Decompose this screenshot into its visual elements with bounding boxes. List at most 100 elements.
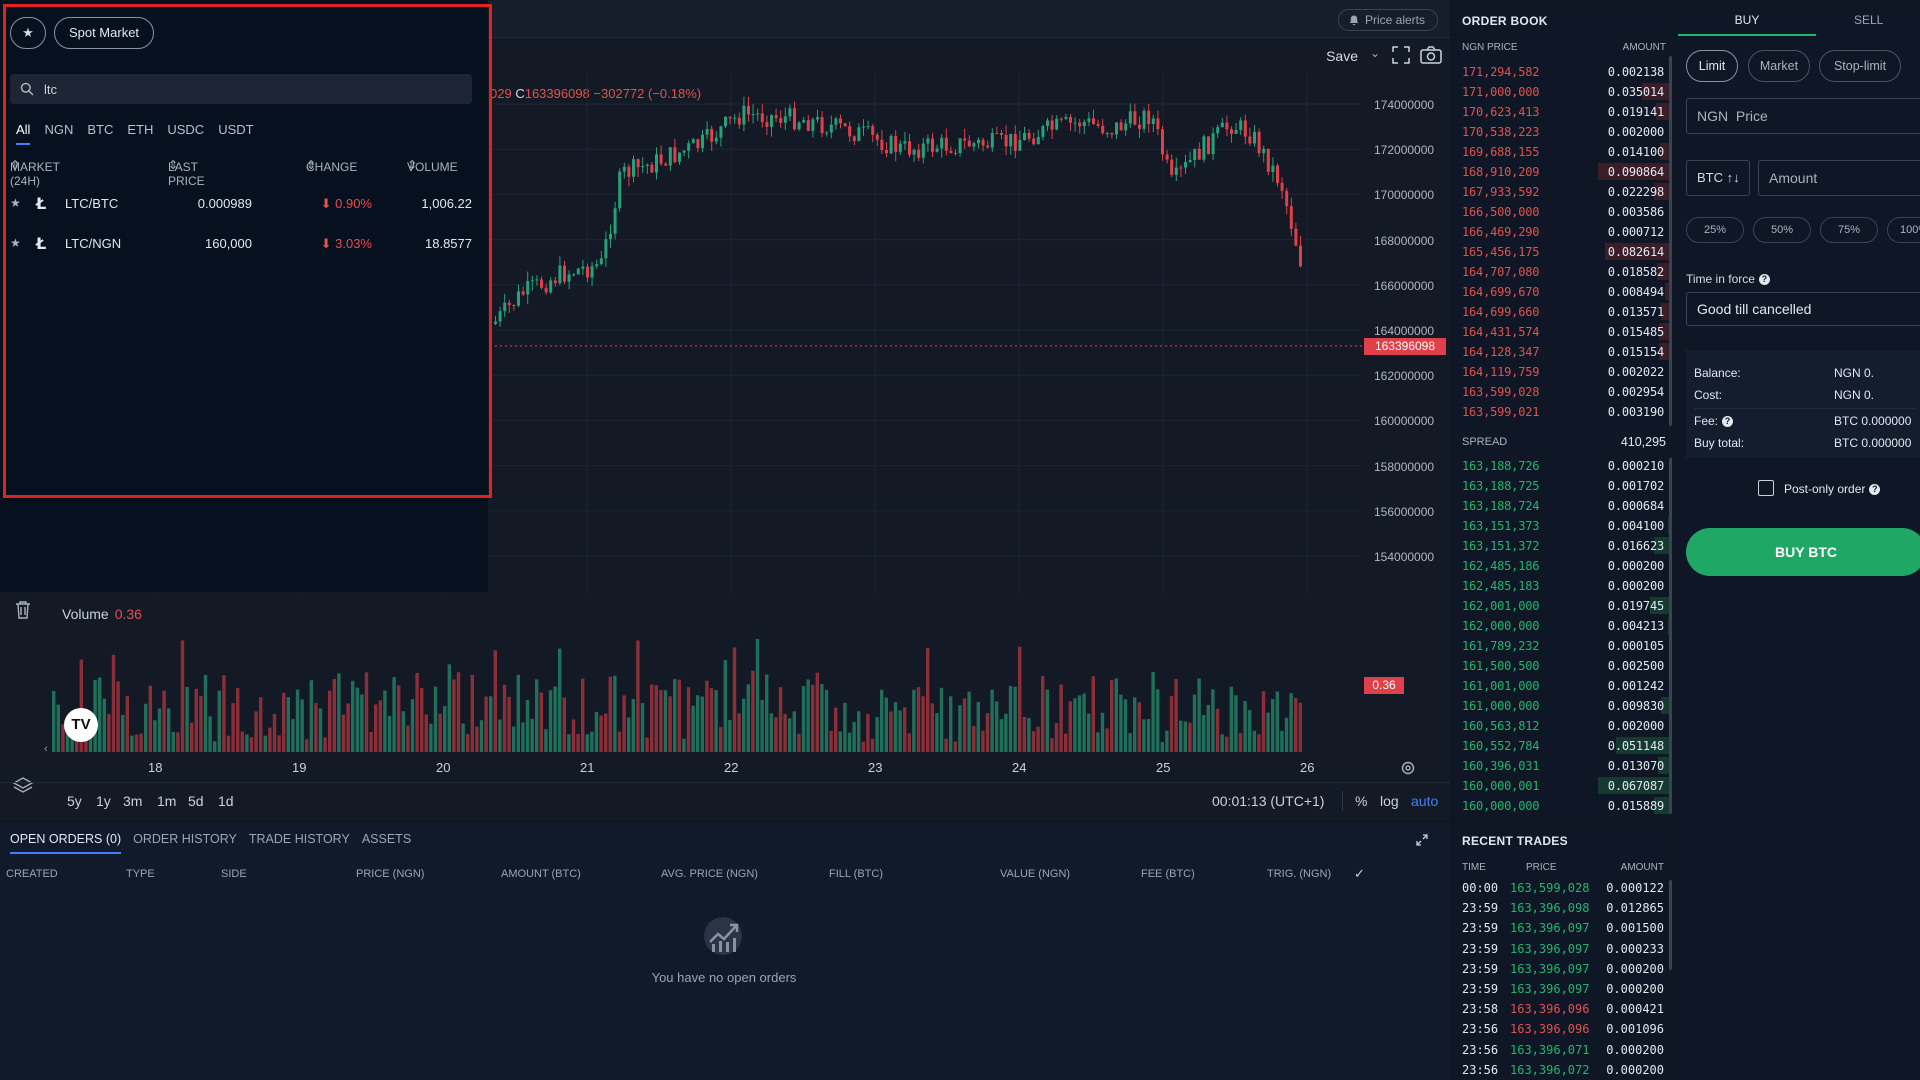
ask-row[interactable]: 164,431,574 0.015485 bbox=[1454, 322, 1672, 342]
tab-buy[interactable]: BUY bbox=[1678, 4, 1816, 36]
ask-row[interactable]: 164,699,660 0.013571 bbox=[1454, 302, 1672, 322]
tab-trade-history[interactable]: TRADE HISTORY bbox=[248, 832, 350, 846]
bid-row[interactable]: 162,001,000 0.019745 bbox=[1454, 596, 1672, 616]
bid-row[interactable]: 163,188,724 0.000684 bbox=[1454, 496, 1672, 516]
bid-row[interactable]: 161,789,232 0.000105 bbox=[1454, 636, 1672, 656]
bid-row[interactable]: 162,000,000 0.004213 bbox=[1454, 616, 1672, 636]
ask-row[interactable]: 163,599,028 0.002954 bbox=[1454, 382, 1672, 402]
col-volume[interactable]: VOLUME ⇕ bbox=[407, 158, 458, 174]
chevron-down-icon[interactable]: ⌄ bbox=[1369, 46, 1380, 60]
tab-usdt[interactable]: USDT bbox=[218, 122, 254, 137]
tab-btc[interactable]: BTC bbox=[87, 122, 114, 137]
bid-row[interactable]: 160,396,031 0.013070 bbox=[1454, 756, 1672, 776]
camera-icon[interactable] bbox=[1420, 46, 1442, 64]
bid-row[interactable]: 161,500,500 0.002500 bbox=[1454, 656, 1672, 676]
ask-row[interactable]: 164,119,759 0.002022 bbox=[1454, 362, 1672, 382]
order-type-limit[interactable]: Limit bbox=[1686, 50, 1738, 82]
percent-scale-button[interactable]: % bbox=[1355, 793, 1368, 809]
range-button-1d[interactable]: 1d bbox=[218, 793, 234, 809]
range-button-3m[interactable]: 3m bbox=[123, 793, 143, 809]
ask-row[interactable]: 164,128,347 0.015154 bbox=[1454, 342, 1672, 362]
percent-100-button[interactable]: 100% bbox=[1887, 217, 1920, 243]
post-only-checkbox[interactable] bbox=[1758, 480, 1774, 496]
bid-row[interactable]: 163,188,725 0.001702 bbox=[1454, 476, 1672, 496]
star-icon[interactable]: ★ bbox=[10, 236, 21, 250]
auto-scale-button[interactable]: auto bbox=[1411, 793, 1439, 809]
help-icon[interactable]: ? bbox=[1722, 416, 1734, 427]
help-icon[interactable]: ? bbox=[1869, 484, 1881, 495]
percent-25-button[interactable]: 25% bbox=[1686, 217, 1744, 243]
spot-market-button[interactable]: Spot Market bbox=[54, 17, 154, 49]
tab-open-orders[interactable]: OPEN ORDERS (0) bbox=[10, 832, 122, 854]
ask-row[interactable]: 163,599,021 0.003190 bbox=[1454, 402, 1672, 422]
checkmark-icon[interactable]: ✓ bbox=[1354, 866, 1365, 881]
ask-row[interactable]: 167,933,592 0.022298 bbox=[1454, 182, 1672, 202]
tab-all[interactable]: All bbox=[16, 122, 31, 145]
order-type-stop-limit[interactable]: Stop-limit bbox=[1819, 50, 1901, 82]
bid-row[interactable]: 160,552,784 0.051148 bbox=[1454, 736, 1672, 756]
col-change[interactable]: CHANGE ⇕ bbox=[306, 158, 358, 174]
ask-row[interactable]: 169,688,155 0.014100 bbox=[1454, 142, 1672, 162]
chevron-left-icon[interactable]: ‹ bbox=[44, 743, 48, 755]
fullscreen-icon[interactable] bbox=[1392, 46, 1410, 64]
bid-row[interactable]: 163,151,373 0.004100 bbox=[1454, 516, 1672, 536]
layers-icon[interactable] bbox=[12, 775, 34, 797]
ask-row[interactable]: 168,910,209 0.090864 bbox=[1454, 162, 1672, 182]
bid-row[interactable]: 162,485,183 0.000200 bbox=[1454, 576, 1672, 596]
range-button-5d[interactable]: 5d bbox=[188, 793, 204, 809]
gear-icon[interactable] bbox=[1400, 760, 1416, 776]
save-button[interactable]: Save bbox=[1326, 48, 1358, 64]
ask-row[interactable]: 166,500,000 0.003586 bbox=[1454, 202, 1672, 222]
bid-row[interactable]: 161,000,000 0.009830 bbox=[1454, 696, 1672, 716]
price-input[interactable] bbox=[1687, 99, 1920, 133]
log-scale-button[interactable]: log bbox=[1380, 793, 1399, 809]
help-icon[interactable]: ? bbox=[1758, 274, 1770, 285]
ask-row[interactable]: 170,538,223 0.002000 bbox=[1454, 122, 1672, 142]
bid-row[interactable]: 162,485,186 0.000200 bbox=[1454, 556, 1672, 576]
range-button-1y[interactable]: 1y bbox=[96, 793, 111, 809]
amount-currency-select[interactable]: BTC ↑↓ bbox=[1686, 160, 1750, 196]
order-type-market[interactable]: Market bbox=[1748, 50, 1810, 82]
bid-row[interactable]: 163,151,372 0.016623 bbox=[1454, 536, 1672, 556]
bid-row[interactable]: 160,000,001 0.067087 bbox=[1454, 776, 1672, 796]
ask-row[interactable]: 164,707,080 0.018582 bbox=[1454, 262, 1672, 282]
tab-order-history[interactable]: ORDER HISTORY bbox=[133, 832, 237, 846]
bid-row[interactable]: 160,563,812 0.002000 bbox=[1454, 716, 1672, 736]
range-button-1m[interactable]: 1m bbox=[157, 793, 177, 809]
candlestick-series[interactable] bbox=[0, 74, 1450, 594]
price-alerts-button[interactable]: Price alerts bbox=[1337, 9, 1438, 31]
range-button-5y[interactable]: 5y bbox=[67, 793, 82, 809]
time-in-force-select[interactable]: Good till cancelled bbox=[1686, 292, 1920, 326]
tradingview-logo[interactable]: TV bbox=[64, 708, 98, 742]
asks-scrollbar[interactable] bbox=[1669, 56, 1672, 426]
percent-75-button[interactable]: 75% bbox=[1820, 217, 1878, 243]
ask-row[interactable]: 164,699,670 0.008494 bbox=[1454, 282, 1672, 302]
ask-row[interactable]: 171,294,582 0.002138 bbox=[1454, 62, 1672, 82]
ask-row[interactable]: 171,000,000 0.035014 bbox=[1454, 82, 1672, 102]
ask-row[interactable]: 170,623,413 0.019141 bbox=[1454, 102, 1672, 122]
star-icon[interactable]: ★ bbox=[10, 196, 21, 210]
bid-row[interactable]: 161,001,000 0.001242 bbox=[1454, 676, 1672, 696]
bids-scrollbar[interactable] bbox=[1669, 458, 1672, 814]
favorites-button[interactable]: ★ bbox=[10, 17, 46, 49]
bid-row[interactable]: 160,000,000 0.015889 bbox=[1454, 796, 1672, 816]
tab-sell[interactable]: SELL bbox=[1854, 13, 1884, 27]
market-row[interactable]: ★ Ł LTC/NGN 160,000 ⬇ 3.03% 18.8577 bbox=[0, 224, 482, 264]
bid-row[interactable]: 163,188,726 0.000210 bbox=[1454, 456, 1672, 476]
trash-icon[interactable] bbox=[14, 600, 32, 620]
tab-eth[interactable]: ETH bbox=[127, 122, 154, 137]
col-last-price[interactable]: LAST PRICE ⇕ bbox=[168, 158, 205, 188]
amount-input[interactable] bbox=[1759, 161, 1920, 195]
buy-btc-button[interactable]: BUY BTC bbox=[1686, 528, 1920, 576]
trades-scrollbar[interactable] bbox=[1669, 880, 1672, 970]
search-input[interactable] bbox=[44, 74, 464, 104]
tab-usdc[interactable]: USDC bbox=[167, 122, 205, 137]
ask-row[interactable]: 165,456,175 0.082614 bbox=[1454, 242, 1672, 262]
tab-assets[interactable]: ASSETS bbox=[361, 832, 412, 846]
tab-ngn[interactable]: NGN bbox=[44, 122, 74, 137]
ask-row[interactable]: 166,469,290 0.000712 bbox=[1454, 222, 1672, 242]
market-row[interactable]: ★ Ł LTC/BTC 0.000989 ⬇ 0.90% 1,006.22 bbox=[0, 184, 482, 224]
expand-icon[interactable] bbox=[1416, 834, 1428, 846]
percent-50-button[interactable]: 50% bbox=[1753, 217, 1811, 243]
col-market[interactable]: MARKET (24H) ⇕ bbox=[10, 158, 60, 188]
